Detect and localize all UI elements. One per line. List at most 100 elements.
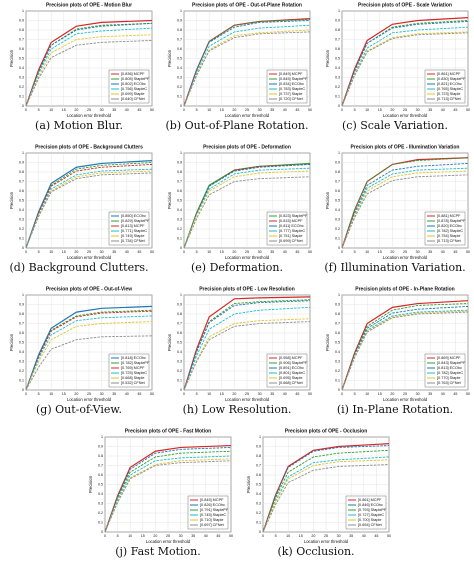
- x-tick-label: 5: [38, 250, 40, 254]
- legend-label: [0.881] MCPF: [437, 214, 461, 218]
- x-tick-label: 35: [428, 392, 432, 396]
- x-tick-label: 25: [87, 108, 91, 112]
- y-tick-label: 0.9: [98, 444, 103, 448]
- x-tick-label: 10: [207, 392, 211, 396]
- y-tick-label: 0.7: [19, 321, 24, 325]
- y-tick-label: 0.7: [177, 179, 182, 183]
- x-tick-label: 50: [150, 108, 154, 112]
- y-tick-label: 0.4: [335, 66, 340, 70]
- x-tick-label: 5: [354, 392, 356, 396]
- y-tick-label: 0.6: [19, 331, 24, 335]
- legend-label: [0.843] StaplePF: [437, 361, 466, 365]
- series-line: [262, 449, 390, 533]
- x-tick-label: 40: [283, 108, 287, 112]
- series-line: [341, 32, 469, 107]
- y-axis-label: Precision: [246, 475, 251, 493]
- legend-label: [0.777] StapleC: [279, 229, 305, 233]
- y-tick-label: 0.3: [256, 501, 261, 505]
- x-tick-label: 30: [100, 250, 104, 254]
- x-tick-label: 5: [196, 250, 198, 254]
- legend-label: [0.830] StaplePF: [437, 77, 466, 81]
- x-axis-label: Location error threshold: [304, 539, 349, 544]
- chart-title: Precision plots of OPE - Background Clut…: [35, 144, 143, 150]
- y-tick-label: 0: [180, 388, 182, 392]
- y-tick-label: 0.5: [19, 198, 24, 202]
- legend-label: [0.782] StaplePF: [121, 361, 150, 365]
- y-tick-label: 0.8: [19, 312, 24, 316]
- x-axis-label: Location error threshold: [146, 539, 191, 544]
- chart-title: Precision plots of OPE - Out-of-Plane Ro…: [192, 2, 302, 8]
- chart-title: Precision plots of OPE - Illumination Va…: [351, 144, 460, 150]
- y-tick-label: 0.7: [98, 463, 103, 467]
- x-tick-label: 10: [365, 392, 369, 396]
- y-tick-label: 1: [22, 9, 24, 13]
- legend-box: [424, 353, 466, 388]
- x-tick-label: 5: [38, 108, 40, 112]
- y-tick-label: 1: [180, 293, 182, 297]
- y-tick-label: 1: [180, 9, 182, 13]
- x-tick-label: 45: [137, 108, 141, 112]
- legend-box: [187, 495, 229, 530]
- x-tick-label: 20: [74, 250, 78, 254]
- chart-title: Precision plots of OPE - Motion Blur: [46, 2, 132, 8]
- x-tick-label: 50: [308, 392, 312, 396]
- y-tick-label: 0.4: [335, 208, 340, 212]
- y-tick-label: 0: [180, 104, 182, 108]
- x-tick-label: 50: [466, 392, 470, 396]
- y-tick-label: 0.4: [98, 492, 103, 496]
- y-tick-label: 0.4: [177, 66, 182, 70]
- x-tick-label: 35: [349, 534, 353, 538]
- x-tick-label: 30: [179, 534, 183, 538]
- series-line: [341, 311, 469, 391]
- legend-label: [0.697] CFNet: [200, 523, 225, 527]
- y-tick-label: 0.1: [256, 520, 261, 524]
- y-tick-label: 0: [259, 530, 261, 534]
- x-tick-label: 35: [191, 534, 195, 538]
- x-tick-label: 25: [87, 250, 91, 254]
- x-tick-label: 20: [153, 534, 157, 538]
- y-tick-label: 0.8: [177, 312, 182, 316]
- y-tick-label: 0.6: [335, 331, 340, 335]
- caption: (d) Background Clutters.: [10, 261, 149, 274]
- y-tick-label: 0.8: [335, 312, 340, 316]
- x-tick-label: 0: [183, 250, 185, 254]
- series-line: [341, 300, 469, 391]
- y-tick-label: 0.6: [335, 189, 340, 193]
- y-tick-label: 0.4: [19, 350, 24, 354]
- y-tick-label: 0.1: [335, 236, 340, 240]
- series-line: [183, 176, 311, 249]
- x-tick-label: 40: [283, 392, 287, 396]
- legend-label: [0.668] Staple: [121, 376, 144, 380]
- legend-label: [0.850] ECOhc: [121, 214, 146, 218]
- x-tick-label: 5: [275, 534, 277, 538]
- x-tick-label: 35: [428, 108, 432, 112]
- x-axis-label: Location error threshold: [67, 397, 112, 402]
- x-tick-label: 0: [25, 108, 27, 112]
- y-tick-label: 0.1: [335, 94, 340, 98]
- y-tick-label: 0.3: [19, 359, 24, 363]
- legend-label: [0.751] Staple: [279, 234, 302, 238]
- caption: (i) In-Plane Rotation.: [337, 403, 453, 416]
- x-tick-label: 50: [387, 534, 391, 538]
- caption: (a) Motion Blur.: [35, 119, 123, 132]
- x-tick-label: 10: [207, 108, 211, 112]
- y-tick-label: 0.2: [335, 369, 340, 373]
- legend-label: [0.823] StaplePF: [279, 214, 308, 218]
- y-tick-label: 0.1: [19, 94, 24, 98]
- y-tick-label: 0.5: [256, 482, 261, 486]
- y-tick-label: 0.7: [19, 179, 24, 183]
- legend-label: [0.699] Staple: [121, 92, 144, 96]
- legend-label: [0.725] StapleC: [121, 371, 147, 375]
- legend-label: [0.713] CFNet: [437, 239, 462, 243]
- x-tick-label: 5: [354, 108, 356, 112]
- legend-label: [0.801] StapleC: [279, 371, 305, 375]
- x-tick-label: 40: [125, 250, 129, 254]
- legend-label: [0.754] Staple: [437, 234, 460, 238]
- x-tick-label: 10: [49, 392, 53, 396]
- legend-label: [0.821] ECOhc: [437, 82, 462, 86]
- x-tick-label: 25: [403, 108, 407, 112]
- legend-label: [0.829] StaplePF: [121, 219, 150, 223]
- caption: (h) Low Resolution.: [183, 403, 292, 416]
- x-tick-label: 35: [270, 250, 274, 254]
- x-tick-label: 25: [87, 392, 91, 396]
